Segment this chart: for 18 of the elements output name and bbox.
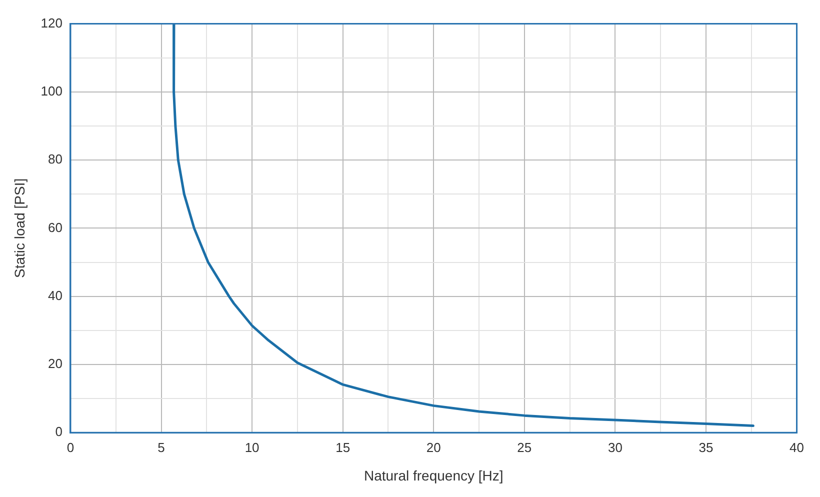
y-tick-label: 20 [48,356,62,372]
y-tick-label: 80 [48,152,62,167]
x-tick-label: 35 [698,440,714,455]
x-axis-title: Natural frequency [Hz] [364,467,504,484]
x-tick-label: 20 [426,440,441,455]
x-tick-label: 10 [244,440,260,455]
y-axis-title: Static load [PSI] [11,178,28,278]
y-tick-label: 0 [55,424,62,440]
x-tick-label: 0 [66,440,74,455]
x-tick-label: 5 [158,440,165,455]
x-tick-label: 40 [790,440,804,455]
y-tick-label: 120 [40,15,62,30]
x-tick-label: 15 [336,440,350,455]
y-tick-label: 40 [48,288,62,303]
y-tick-label: 100 [40,84,62,99]
x-tick-label: 25 [517,440,532,455]
y-tick-label: 60 [48,220,62,235]
x-tick-label: 30 [608,440,622,455]
